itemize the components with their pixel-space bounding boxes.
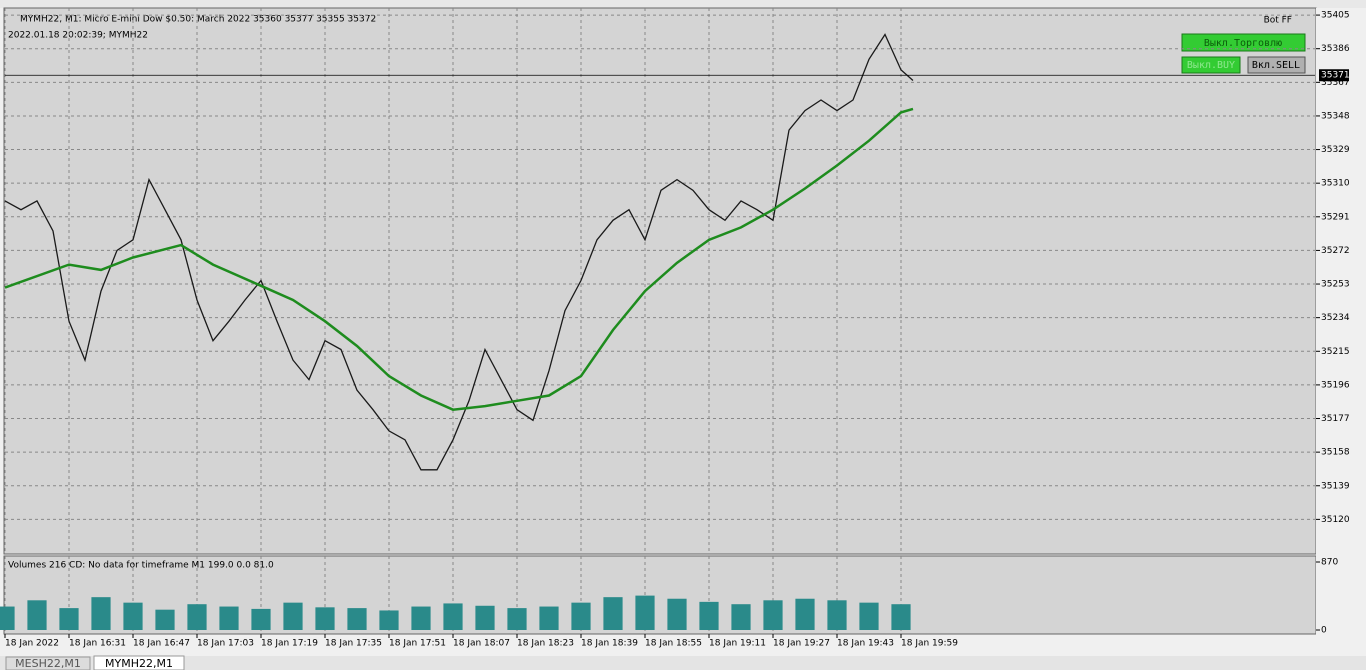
trade-button-label[interactable]: Выкл.Торговлю xyxy=(1204,38,1282,49)
volume-bar xyxy=(251,608,271,630)
y-tick-label: 35329 xyxy=(1321,145,1350,155)
y-tick-label: 0 xyxy=(1321,626,1327,636)
price-axis xyxy=(1316,8,1366,654)
volume-bar xyxy=(891,604,911,630)
volume-bar xyxy=(571,602,591,630)
volume-bar xyxy=(379,610,399,630)
y-tick-label: 35291 xyxy=(1321,212,1350,222)
x-tick-label: 18 Jan 18:07 xyxy=(453,639,510,649)
y-tick-label: 35367 xyxy=(1321,78,1350,88)
volume-bar xyxy=(539,606,559,630)
bot-name: Bot FF xyxy=(1264,16,1292,26)
volume-bar xyxy=(27,600,47,630)
sell-button[interactable] xyxy=(1247,56,1306,74)
tab[interactable] xyxy=(5,656,91,670)
x-tick-label: 18 Jan 18:39 xyxy=(581,639,638,649)
buy-button-label[interactable]: Выкл.BUY xyxy=(1187,60,1235,71)
x-tick-label: 18 Jan 17:51 xyxy=(389,639,446,649)
tab-bar xyxy=(0,656,1366,670)
x-tick-label: 18 Jan 19:27 xyxy=(773,639,830,649)
y-tick-label: 35253 xyxy=(1321,280,1350,290)
volume-bar xyxy=(635,595,655,630)
y-tick-label: 35386 xyxy=(1321,44,1350,54)
y-tick-label: 35215 xyxy=(1321,347,1350,357)
x-tick-label: 18 Jan 17:03 xyxy=(197,639,254,649)
tab-active[interactable] xyxy=(93,655,185,670)
x-tick-label: 18 Jan 18:23 xyxy=(517,639,574,649)
x-tick-label: 18 Jan 2022 xyxy=(5,639,59,649)
volume-bar xyxy=(59,608,79,630)
x-tick-label: 18 Jan 17:35 xyxy=(325,639,382,649)
x-tick-label: 18 Jan 17:19 xyxy=(261,639,318,649)
volume-bar xyxy=(155,609,175,630)
volume-bar xyxy=(763,600,783,630)
volume-bar xyxy=(475,605,495,630)
volume-bar xyxy=(219,606,239,630)
y-tick-label: 35120 xyxy=(1321,515,1350,525)
tab-label[interactable]: MYMH22,M1 xyxy=(105,657,173,670)
x-tick-label: 18 Jan 19:43 xyxy=(837,639,894,649)
price-line xyxy=(4,107,914,411)
volume-bar xyxy=(795,598,815,630)
y-tick-label: 35158 xyxy=(1321,448,1350,458)
buy-button[interactable] xyxy=(1181,56,1241,74)
volume-bar xyxy=(187,604,207,630)
y-tick-label: 35272 xyxy=(1321,246,1350,256)
last-price-box xyxy=(1319,69,1349,82)
volume-bar xyxy=(91,597,111,630)
y-tick-label: 35234 xyxy=(1321,313,1350,323)
volume-bar xyxy=(283,602,303,630)
volume-bar xyxy=(0,606,15,630)
volume-bar xyxy=(347,608,367,630)
last-price-label: 35371 xyxy=(1321,71,1350,81)
y-tick-label: 870 xyxy=(1321,558,1338,568)
volume-bar xyxy=(827,600,847,630)
toolbar xyxy=(0,0,1366,8)
y-tick-label: 35139 xyxy=(1321,481,1350,491)
volume-bar xyxy=(315,607,335,630)
y-tick-label: 35348 xyxy=(1321,111,1350,121)
x-tick-label: 18 Jan 16:47 xyxy=(133,639,190,649)
x-tick-label: 18 Jan 18:55 xyxy=(645,639,702,649)
chart-info: MYMH22, M1: Micro E-mini Dow $0.50: Marc… xyxy=(20,15,376,25)
volume-bar xyxy=(443,603,463,630)
datetime: 2022.01.18 20:02:39; MYMH22 xyxy=(8,31,148,41)
volume-bar xyxy=(603,597,623,630)
y-tick-label: 35177 xyxy=(1321,414,1350,424)
y-tick-label: 35310 xyxy=(1321,179,1350,189)
x-tick-label: 18 Jan 19:11 xyxy=(709,639,766,649)
volume-bar xyxy=(859,602,879,630)
volume-bar xyxy=(507,608,527,630)
volume-bar xyxy=(411,606,431,630)
trade-button[interactable] xyxy=(1181,33,1306,52)
y-tick-label: 35405 xyxy=(1321,11,1350,21)
pane-title: Volumes 216 CD: No data for timeframe M1… xyxy=(8,561,274,571)
volume-bar xyxy=(731,604,751,630)
volume-bar xyxy=(699,601,719,630)
sell-button-label[interactable]: Вкл.SELL xyxy=(1252,60,1300,71)
main-pane xyxy=(3,7,1317,555)
x-tick-label: 18 Jan 16:31 xyxy=(69,639,126,649)
volume-bar xyxy=(667,598,687,630)
x-tick-label: 18 Jan 19:59 xyxy=(901,639,958,649)
y-tick-label: 35196 xyxy=(1321,380,1350,390)
volume-bar xyxy=(123,602,143,630)
tab-label[interactable]: MESH22,M1 xyxy=(15,657,81,670)
